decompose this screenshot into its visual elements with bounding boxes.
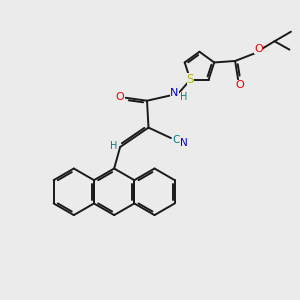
Text: C: C [172, 134, 180, 145]
Text: S: S [187, 73, 194, 86]
Text: H: H [110, 140, 117, 151]
Text: O: O [254, 44, 263, 54]
Text: N: N [170, 88, 179, 98]
Text: N: N [180, 138, 187, 148]
Text: O: O [235, 80, 244, 90]
Text: O: O [116, 92, 124, 101]
Text: H: H [180, 92, 187, 101]
